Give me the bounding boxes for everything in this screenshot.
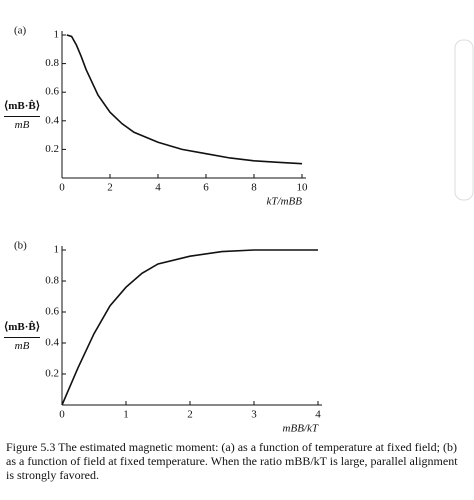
y-tick-label: 0.6 bbox=[45, 86, 59, 98]
y-axis-label: ⟨mB·B̂⟩ bbox=[4, 320, 40, 333]
x-tick-label: 3 bbox=[251, 409, 257, 421]
panel-label: (b) bbox=[14, 240, 27, 252]
x-tick-label: 4 bbox=[315, 409, 321, 421]
y-axis-label-denominator: mB bbox=[15, 340, 30, 352]
x-tick-label: 2 bbox=[187, 409, 193, 421]
x-tick-label: 1 bbox=[123, 409, 129, 421]
x-tick-label: 0 bbox=[59, 182, 65, 194]
y-tick-label: 1 bbox=[54, 244, 60, 256]
x-tick-label: 0 bbox=[59, 409, 65, 421]
x-tick-label: 4 bbox=[155, 182, 161, 194]
side-panel bbox=[454, 39, 474, 201]
x-axis-label: mBB/kT bbox=[283, 423, 319, 435]
caption: Figure 5.3 The estimated magnetic moment… bbox=[6, 440, 458, 482]
y-tick-label: 0.2 bbox=[45, 368, 59, 380]
curve bbox=[61, 249, 318, 406]
y-axis-label-denominator: mB bbox=[15, 119, 30, 131]
y-axis-label: ⟨mB·B̂⟩ bbox=[4, 99, 40, 112]
y-tick-label: 0.2 bbox=[45, 143, 59, 155]
y-tick-label: 1 bbox=[54, 29, 60, 41]
curve bbox=[66, 34, 303, 165]
y-tick-label: 0.6 bbox=[45, 306, 59, 318]
x-tick-label: 6 bbox=[203, 182, 209, 194]
y-tick-label: 0.8 bbox=[45, 275, 59, 287]
y-tick-label: 0.8 bbox=[45, 57, 59, 69]
x-tick-label: 8 bbox=[251, 182, 257, 194]
panel-label: (a) bbox=[14, 25, 27, 37]
x-tick-label: 10 bbox=[297, 182, 309, 194]
y-tick-label: 0.4 bbox=[45, 114, 59, 126]
x-tick-label: 2 bbox=[107, 182, 113, 194]
y-tick-label: 0.4 bbox=[45, 337, 59, 349]
x-axis-label: kT/mBB bbox=[267, 196, 303, 208]
